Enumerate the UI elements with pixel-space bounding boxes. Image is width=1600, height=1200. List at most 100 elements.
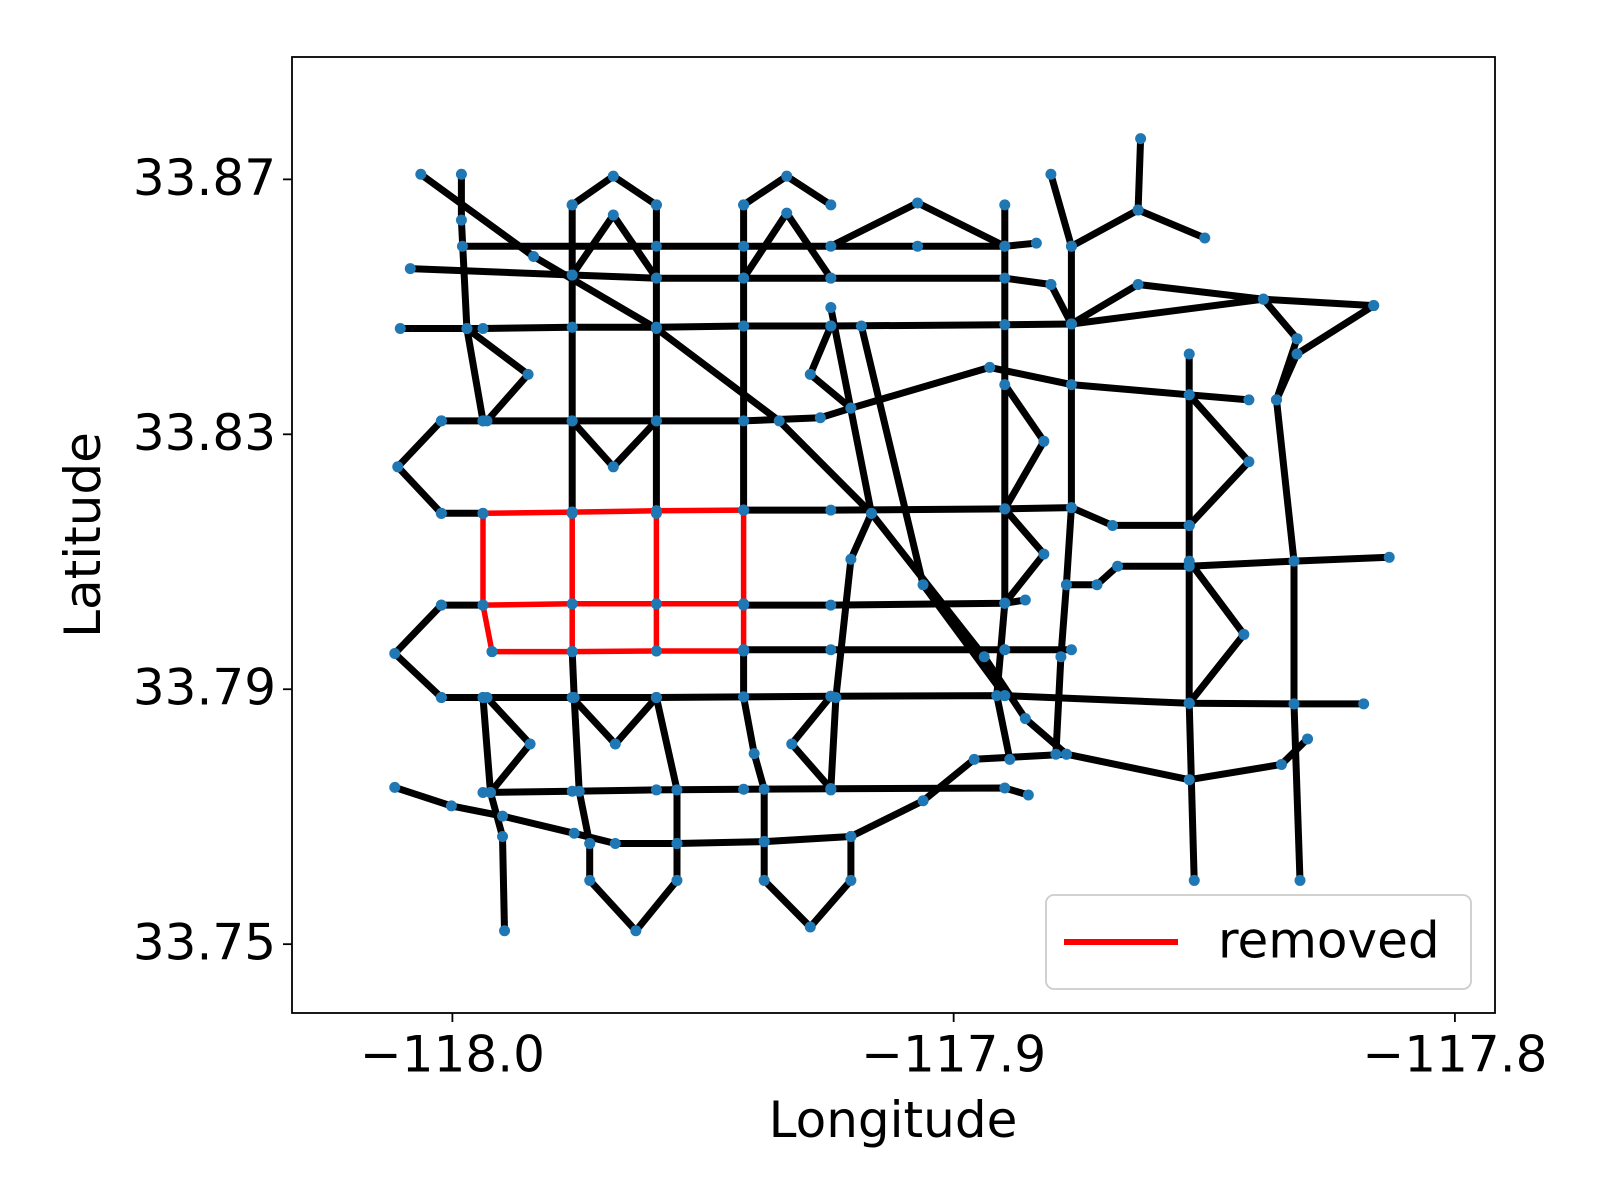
node xyxy=(1291,333,1303,345)
node xyxy=(738,504,750,516)
network-edge xyxy=(479,784,1032,799)
network-edge xyxy=(458,239,1040,250)
node xyxy=(1055,651,1067,663)
y-tick-label: 33.79 xyxy=(133,659,276,717)
node xyxy=(1183,519,1195,531)
node xyxy=(481,692,493,704)
node xyxy=(917,795,929,807)
removed-edge xyxy=(480,507,747,517)
network-edge xyxy=(1134,135,1209,242)
network-edge xyxy=(1185,350,1198,884)
node xyxy=(984,361,996,373)
node xyxy=(1291,348,1303,360)
network-edge xyxy=(391,735,1311,847)
node xyxy=(825,783,837,795)
node xyxy=(1368,300,1380,312)
y-tick-label: 33.75 xyxy=(133,914,276,972)
node xyxy=(999,379,1011,391)
node xyxy=(825,644,837,656)
network-edge xyxy=(1001,381,1048,513)
node xyxy=(573,785,585,797)
node xyxy=(566,269,578,281)
node xyxy=(1091,579,1103,591)
node xyxy=(825,320,837,332)
node xyxy=(435,599,447,611)
node xyxy=(1107,519,1119,531)
x-axis-label: Longitude xyxy=(769,1091,1018,1149)
node xyxy=(499,925,511,937)
node xyxy=(1270,394,1282,406)
node xyxy=(524,738,536,750)
node xyxy=(671,874,683,886)
node xyxy=(566,506,578,518)
node xyxy=(1288,698,1300,710)
x-tick-label: −117.9 xyxy=(861,1026,1046,1084)
node xyxy=(455,168,467,180)
network-edge xyxy=(740,504,1193,529)
node xyxy=(445,800,457,812)
node xyxy=(477,786,489,798)
node xyxy=(566,646,578,658)
node xyxy=(415,168,427,180)
node xyxy=(738,691,750,703)
node xyxy=(528,250,540,262)
node xyxy=(738,598,750,610)
node xyxy=(1275,758,1287,770)
node xyxy=(1188,874,1200,886)
network-edge xyxy=(568,417,660,471)
node xyxy=(650,240,662,252)
node xyxy=(804,368,816,380)
node xyxy=(1045,279,1057,291)
node xyxy=(1004,753,1016,765)
node xyxy=(1050,748,1062,760)
node xyxy=(999,319,1011,331)
network-edge xyxy=(1062,553,1393,589)
node xyxy=(825,690,837,702)
node xyxy=(671,784,683,796)
node xyxy=(497,810,509,822)
node xyxy=(650,505,662,517)
node xyxy=(1065,240,1077,252)
network-edge xyxy=(1001,505,1048,607)
network-edge xyxy=(652,694,681,847)
node xyxy=(650,415,662,427)
y-tick-label: 33.87 xyxy=(133,149,276,207)
node xyxy=(999,272,1011,284)
node xyxy=(978,651,990,663)
node xyxy=(991,690,1003,702)
node xyxy=(607,170,619,182)
node xyxy=(1060,748,1072,760)
node xyxy=(630,925,642,937)
node xyxy=(650,272,662,284)
node xyxy=(1358,698,1370,710)
node xyxy=(814,412,826,424)
node xyxy=(1112,560,1124,572)
node xyxy=(999,503,1011,515)
node xyxy=(389,648,401,660)
node xyxy=(1019,713,1031,725)
node xyxy=(825,599,837,611)
node xyxy=(825,199,837,211)
node xyxy=(999,782,1011,794)
node xyxy=(999,597,1011,609)
node xyxy=(1065,502,1077,514)
node xyxy=(1019,594,1031,606)
legend: removed xyxy=(1045,894,1472,990)
node xyxy=(477,323,489,335)
node xyxy=(1294,874,1306,886)
node xyxy=(825,301,837,313)
node xyxy=(609,738,621,750)
network-edge xyxy=(827,199,1009,250)
network-edge xyxy=(568,694,660,748)
node xyxy=(738,272,750,284)
node xyxy=(773,415,785,427)
node xyxy=(455,214,467,226)
node xyxy=(758,836,770,848)
node xyxy=(461,323,473,335)
node xyxy=(786,738,798,750)
node xyxy=(1030,237,1042,249)
node xyxy=(650,645,662,657)
node xyxy=(607,461,619,473)
node xyxy=(1183,348,1195,360)
node xyxy=(1132,204,1144,216)
